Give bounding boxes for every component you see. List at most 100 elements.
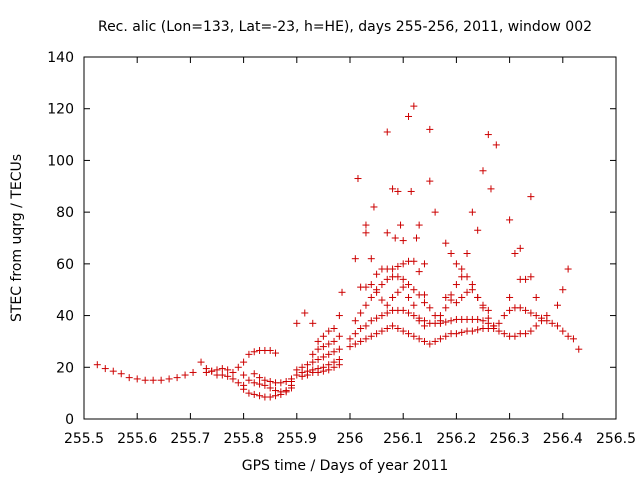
data-point — [389, 185, 397, 193]
data-point — [410, 332, 418, 340]
data-point — [362, 229, 370, 237]
data-point — [522, 330, 530, 338]
data-point — [511, 250, 519, 258]
data-point — [468, 327, 476, 335]
data-point — [303, 371, 311, 379]
data-point — [394, 262, 402, 270]
data-point — [426, 340, 434, 348]
data-point — [303, 361, 311, 369]
x-tick-label: 256.1 — [383, 431, 423, 447]
data-point — [506, 216, 514, 224]
data-point — [367, 317, 375, 325]
data-point — [405, 293, 413, 301]
plot-frame — [83, 56, 617, 420]
data-point — [218, 371, 226, 379]
data-point — [277, 379, 285, 387]
x-tick-label: 256.5 — [596, 431, 636, 447]
data-point — [420, 322, 428, 330]
data-point — [309, 319, 317, 327]
y-tick-label: 140 — [47, 50, 74, 66]
data-point — [351, 317, 359, 325]
data-point — [250, 390, 258, 398]
data-points — [93, 102, 583, 401]
data-point — [527, 273, 535, 281]
data-point — [442, 239, 450, 247]
data-point — [319, 367, 327, 375]
data-point — [479, 317, 487, 325]
data-point — [309, 350, 317, 358]
data-point — [181, 371, 189, 379]
data-point — [357, 309, 365, 317]
data-point — [399, 237, 407, 245]
data-point — [351, 255, 359, 263]
data-point — [330, 337, 338, 345]
data-point — [415, 317, 423, 325]
data-point — [378, 327, 386, 335]
data-point — [564, 332, 572, 340]
data-point — [431, 337, 439, 345]
data-point — [346, 343, 354, 351]
data-point — [452, 260, 460, 268]
data-point — [490, 322, 498, 330]
data-point — [277, 390, 285, 398]
data-point — [165, 375, 173, 383]
data-point — [314, 356, 322, 364]
data-point — [538, 314, 546, 322]
data-point — [527, 327, 535, 335]
data-point — [245, 350, 253, 358]
data-point — [325, 350, 333, 358]
data-point — [415, 221, 423, 229]
data-point — [335, 312, 343, 320]
data-point — [117, 370, 125, 378]
data-point — [272, 392, 280, 400]
data-point — [420, 260, 428, 268]
data-point — [250, 348, 258, 356]
x-tick-label: 256.3 — [490, 431, 530, 447]
data-point — [218, 365, 226, 373]
data-point — [362, 301, 370, 309]
data-point — [399, 283, 407, 291]
data-point — [314, 345, 322, 353]
data-point — [282, 387, 290, 395]
data-point — [101, 365, 109, 373]
data-point — [357, 337, 365, 345]
y-tick-label: 120 — [47, 102, 74, 118]
data-point — [208, 367, 216, 375]
data-point — [272, 349, 280, 357]
data-point — [354, 175, 362, 183]
data-point — [373, 330, 381, 338]
data-point — [479, 167, 487, 175]
data-point — [362, 221, 370, 229]
data-point — [484, 314, 492, 322]
data-point — [413, 234, 420, 242]
data-point — [224, 366, 232, 374]
data-point — [141, 376, 149, 384]
data-point — [240, 358, 248, 366]
data-point — [346, 335, 354, 343]
y-tick-label: 60 — [56, 257, 74, 273]
data-point — [397, 221, 405, 229]
data-point — [532, 312, 540, 320]
data-point — [436, 312, 444, 320]
data-point — [500, 330, 508, 338]
data-point — [426, 177, 434, 185]
y-tick-label: 40 — [56, 309, 74, 325]
x-tick-label: 255.9 — [277, 431, 317, 447]
data-point — [484, 306, 492, 314]
data-point — [452, 299, 460, 307]
data-point — [394, 187, 402, 195]
data-point — [463, 273, 471, 281]
data-point — [234, 363, 242, 371]
data-point — [420, 337, 428, 345]
data-point — [415, 268, 423, 276]
data-point — [234, 379, 242, 387]
data-point — [367, 293, 375, 301]
data-point — [410, 301, 418, 309]
data-point — [330, 348, 338, 356]
data-point — [394, 325, 402, 332]
y-axis-ticks: 0 20 40 60 80 100 120 140 — [47, 50, 616, 428]
data-point — [511, 332, 519, 340]
data-point — [245, 389, 253, 397]
data-point — [378, 312, 386, 320]
data-point — [357, 325, 365, 332]
